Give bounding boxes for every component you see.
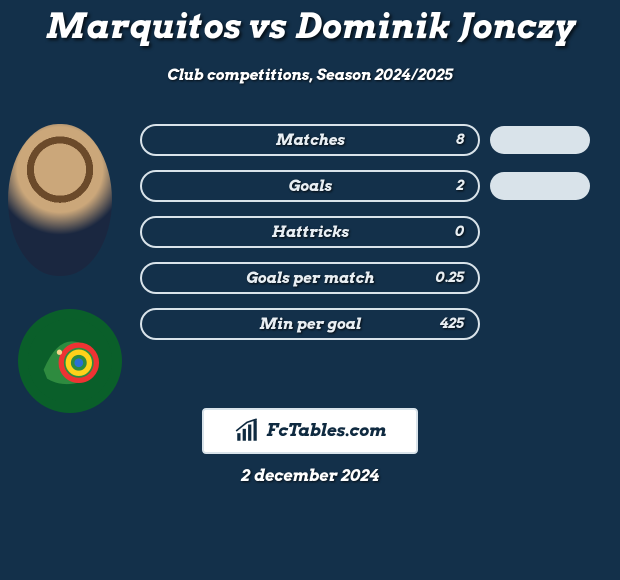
stat-row: Goals per match 0.25 [140,262,600,294]
stat-row: Goals 2 [140,170,600,202]
stat-pill-left: Matches 8 [140,124,480,156]
footer-date: 2 december 2024 [0,466,620,485]
stat-label: Matches [142,131,478,149]
brand-badge[interactable]: FcTables.com [202,408,418,454]
stat-value-left: 8 [456,132,464,148]
stat-label: Min per goal [142,315,478,333]
stat-value-left: 2 [456,178,464,194]
stat-pill-left: Min per goal 425 [140,308,480,340]
stat-pill-right [490,126,590,154]
club-badge [18,309,122,413]
brand-text: FcTables.com [266,421,386,441]
stat-row: Min per goal 425 [140,308,600,340]
club-badge-icon [26,317,114,405]
stat-pill-right [490,172,590,200]
stat-value-left: 0.25 [435,270,464,286]
stat-row: Matches 8 [140,124,600,156]
stat-pill-left: Goals per match 0.25 [140,262,480,294]
stat-value-left: 0 [455,224,464,240]
stat-label: Hattricks [142,223,478,241]
stat-value-left: 425 [440,316,464,332]
stat-row: Hattricks 0 [140,216,600,248]
stat-label: Goals [142,177,478,195]
page-subtitle: Club competitions, Season 2024/2025 [0,66,620,84]
comparison-content: Matches 8 Goals 2 Hattricks 0 Goals per … [0,124,620,434]
player-photo [8,124,112,276]
stat-pill-left: Goals 2 [140,170,480,202]
stat-pill-left: Hattricks 0 [140,216,480,248]
stat-rows: Matches 8 Goals 2 Hattricks 0 Goals per … [140,124,600,354]
chart-icon [234,418,260,444]
page-title: Marquitos vs Dominik Jonczy [0,0,620,48]
stat-label: Goals per match [142,269,478,287]
